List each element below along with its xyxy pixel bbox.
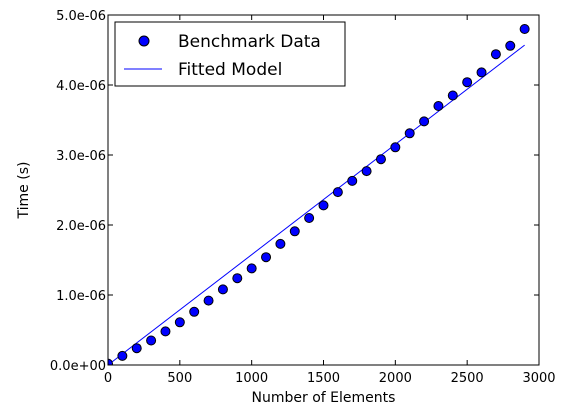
data-point	[505, 40, 516, 51]
data-point	[361, 166, 372, 177]
data-point	[174, 317, 185, 328]
data-point	[217, 284, 228, 295]
data-point	[318, 200, 329, 211]
data-point	[390, 142, 401, 153]
x-axis-label: Number of Elements	[252, 390, 396, 406]
x-tick-label: 2500	[451, 371, 484, 386]
legend-label-benchmark: Benchmark Data	[178, 32, 321, 52]
x-tick-label: 1500	[307, 371, 340, 386]
data-point	[476, 67, 487, 78]
data-point	[189, 306, 200, 317]
data-point	[289, 226, 300, 237]
data-point	[419, 116, 430, 127]
data-point	[447, 90, 458, 101]
legend-marker-benchmark	[138, 35, 150, 47]
legend: Benchmark Data Fitted Model	[114, 21, 346, 87]
y-tick-label: 4.0e-06	[56, 79, 106, 94]
data-point	[490, 49, 501, 60]
data-point	[203, 295, 214, 306]
data-point	[375, 154, 386, 165]
y-tick-label: 3.0e-06	[56, 149, 106, 164]
y-tick-label: 0.0e+00	[50, 359, 106, 374]
data-point	[347, 175, 358, 186]
data-point	[404, 128, 415, 139]
data-point	[332, 187, 343, 198]
data-point	[261, 252, 272, 263]
data-point	[519, 24, 530, 34]
axis-ticks: 0 500 1000 1500 2000 2500 3000 0.0e+00 1.0e-06 2.…	[50, 9, 556, 386]
data-point	[131, 343, 142, 354]
data-point	[108, 358, 113, 365]
y-tick-label: 1.0e-06	[56, 289, 106, 304]
y-tick-label: 2.0e-06	[56, 219, 106, 234]
x-tick-label: 0	[104, 371, 112, 386]
data-point	[146, 335, 157, 346]
plot-area	[108, 24, 530, 365]
x-tick-label: 1000	[235, 371, 268, 386]
x-tick-label: 2000	[379, 371, 412, 386]
x-tick-label: 500	[167, 371, 192, 386]
data-point	[232, 273, 243, 284]
data-point	[160, 326, 171, 337]
data-point	[275, 238, 286, 249]
x-tick-label: 3000	[522, 371, 555, 386]
y-axis-label: Time (s)	[16, 162, 32, 220]
legend-label-fitted: Fitted Model	[178, 60, 282, 80]
data-point	[246, 263, 257, 274]
data-point	[117, 350, 128, 361]
legend-box	[114, 21, 346, 87]
data-point	[462, 77, 473, 88]
data-point	[433, 101, 444, 111]
y-tick-label: 5.0e-06	[56, 9, 106, 24]
series-line-fitted-model	[108, 44, 525, 365]
data-point	[304, 213, 315, 223]
